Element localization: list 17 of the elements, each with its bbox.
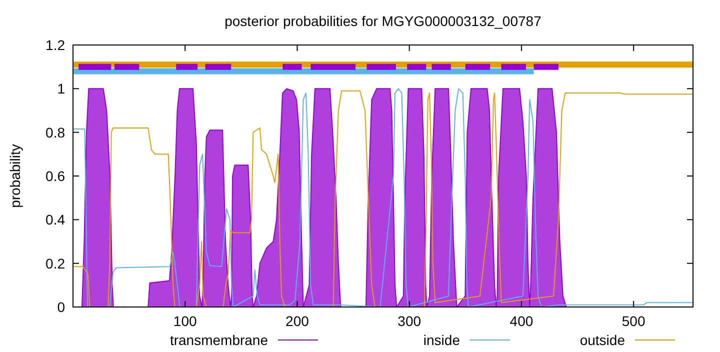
y-tick-label: 0.4 [46,212,66,228]
y-tick-label: 0.6 [46,168,66,184]
y-tick-label: 1.2 [46,37,66,53]
legend-label: transmembrane [170,332,268,348]
y-tick-label: 0 [57,299,66,315]
x-tick-label: 100 [173,313,198,329]
x-tick-label: 500 [622,313,646,329]
x-tick-label: 400 [510,313,534,329]
legend-label: inside [423,332,460,348]
x-tick-label: 300 [398,313,422,329]
y-tick-label: 0.8 [46,124,66,140]
x-tick-label: 200 [286,313,310,329]
legend-label: outside [580,332,626,348]
y-tick-label: 0.2 [46,255,66,272]
y-tick-label: 1 [57,80,66,97]
chart-title: posterior probabilities for MGYG000003132_00787 [224,13,542,29]
y-axis-title: probability [7,144,23,208]
